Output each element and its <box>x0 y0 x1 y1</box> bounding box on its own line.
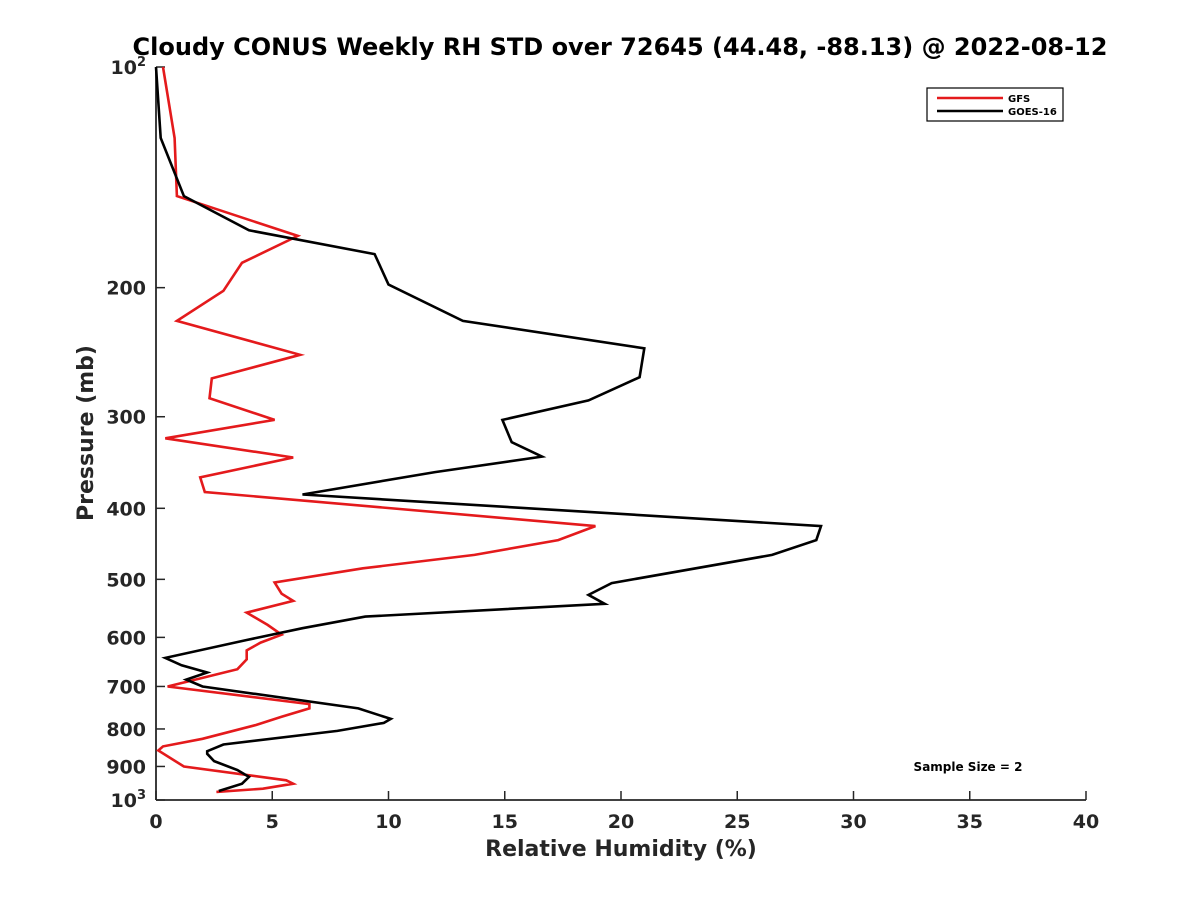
x-tick-label: 30 <box>840 811 866 833</box>
plot-axes <box>155 67 1086 801</box>
y-tick-label: 500 <box>106 569 146 591</box>
legend-box <box>926 87 1064 122</box>
x-tick-label: 0 <box>149 811 162 833</box>
y-tick-label: 300 <box>106 407 146 429</box>
chart-title: Cloudy CONUS Weekly RH STD over 72645 (4… <box>133 33 1108 61</box>
y-tick-label: 400 <box>106 498 146 520</box>
series-lines <box>154 66 823 794</box>
ticks: 0 5 10 15 20 25 30 35 40 102 200 300 400 500 600 700 800… <box>106 55 1099 833</box>
x-tick-label: 10 <box>375 811 401 833</box>
x-tick-label: 5 <box>266 811 279 833</box>
y-tick-label: 600 <box>106 627 146 649</box>
x-tick-label: 15 <box>492 811 518 833</box>
x-tick-label: 25 <box>724 811 750 833</box>
y-tick-label: 700 <box>106 676 146 698</box>
x-tick-label: 20 <box>608 811 634 833</box>
series-line-goes16 <box>154 66 823 793</box>
y-tick-label: 103 <box>111 788 147 812</box>
y-tick-label: 900 <box>106 756 146 778</box>
legend-label-goes16: GOES-16 <box>1008 107 1057 118</box>
y-tick-label: 800 <box>106 719 146 741</box>
y-tick-label: 200 <box>106 278 146 300</box>
x-axis-label: Relative Humidity (%) <box>485 837 757 862</box>
x-tick-label: 35 <box>957 811 983 833</box>
y-tick-label: 102 <box>111 55 147 79</box>
sample-size-annotation: Sample Size = 2 <box>914 760 1023 774</box>
y-axis-label: Pressure (mb) <box>74 345 99 521</box>
series-line-gfs <box>156 66 596 794</box>
legend-label-gfs: GFS <box>1008 94 1030 105</box>
x-tick-label: 40 <box>1073 811 1099 833</box>
legend: GFS GOES-16 <box>926 87 1064 122</box>
